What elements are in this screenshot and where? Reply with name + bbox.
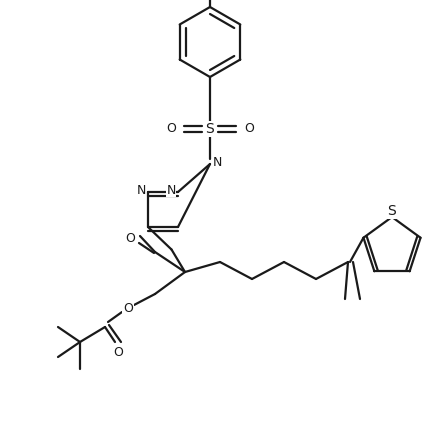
- Text: S: S: [387, 204, 396, 218]
- Text: O: O: [166, 122, 176, 135]
- Text: N: N: [212, 156, 221, 169]
- Text: O: O: [123, 303, 133, 316]
- Text: O: O: [125, 232, 134, 245]
- Text: O: O: [244, 122, 253, 135]
- Text: N: N: [136, 184, 145, 197]
- Text: S: S: [205, 122, 214, 136]
- Text: N: N: [166, 184, 175, 197]
- Text: O: O: [113, 346, 123, 358]
